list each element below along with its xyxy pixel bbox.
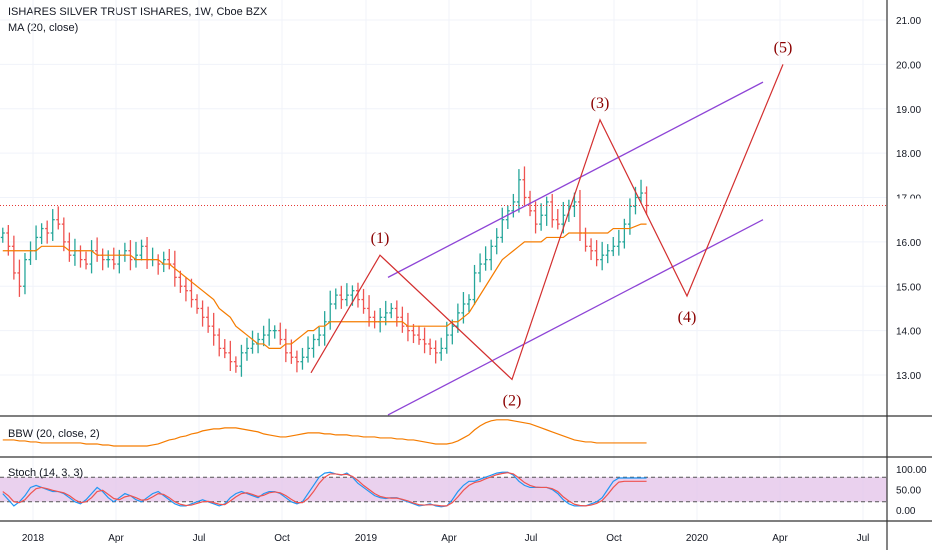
- x-tick-label: 2019: [355, 533, 378, 544]
- chart-title: ISHARES SILVER TRUST ISHARES, 1W, Cboe B…: [8, 6, 268, 18]
- y-tick-label: 15.00: [896, 282, 921, 293]
- x-tick-label: Jul: [193, 533, 206, 544]
- x-tick-label: Apr: [772, 533, 788, 544]
- wave-label: (1): [371, 230, 390, 247]
- bbw-line: [2, 419, 647, 447]
- x-tick-label: Jul: [525, 533, 538, 544]
- wave-label: (2): [503, 392, 522, 409]
- y-tick-label: 20.00: [896, 60, 921, 71]
- y-tick-label: 18.00: [896, 149, 921, 160]
- stoch-legend: Stoch (14, 3, 3): [8, 467, 84, 479]
- x-tick-label: Apr: [441, 533, 457, 544]
- ma-line: [2, 223, 647, 349]
- y-tick-label: 16.00: [896, 238, 921, 249]
- wave-label: (3): [591, 95, 610, 112]
- stoch-y-tick-label: 100.00: [896, 465, 927, 476]
- wave-label: (4): [678, 309, 697, 326]
- elliott-wave-path: [310, 64, 784, 381]
- ma-legend: MA (20, close): [8, 22, 79, 34]
- x-tick-label: 2020: [686, 533, 709, 544]
- channel-upper-line: [387, 81, 764, 278]
- wave-label: (5): [774, 39, 793, 56]
- y-tick-label: 14.00: [896, 327, 921, 338]
- y-tick-label: 13.00: [896, 371, 921, 382]
- x-tick-label: Oct: [274, 533, 290, 544]
- y-tick-label: 19.00: [896, 105, 921, 116]
- channel-lower-line: [387, 219, 764, 416]
- x-tick-label: Oct: [606, 533, 622, 544]
- y-tick-label: 21.00: [896, 16, 921, 27]
- stoch-y-tick-label: 0.00: [896, 506, 916, 517]
- stoch-d-line: [2, 472, 647, 507]
- price-tag: [888, 198, 932, 213]
- bbw-legend: BBW (20, close, 2): [8, 428, 100, 440]
- x-tick-label: 2018: [22, 533, 45, 544]
- x-tick-label: Apr: [108, 533, 124, 544]
- x-tick-label: Jul: [857, 533, 870, 544]
- stoch-y-tick-label: 50.00: [896, 486, 921, 497]
